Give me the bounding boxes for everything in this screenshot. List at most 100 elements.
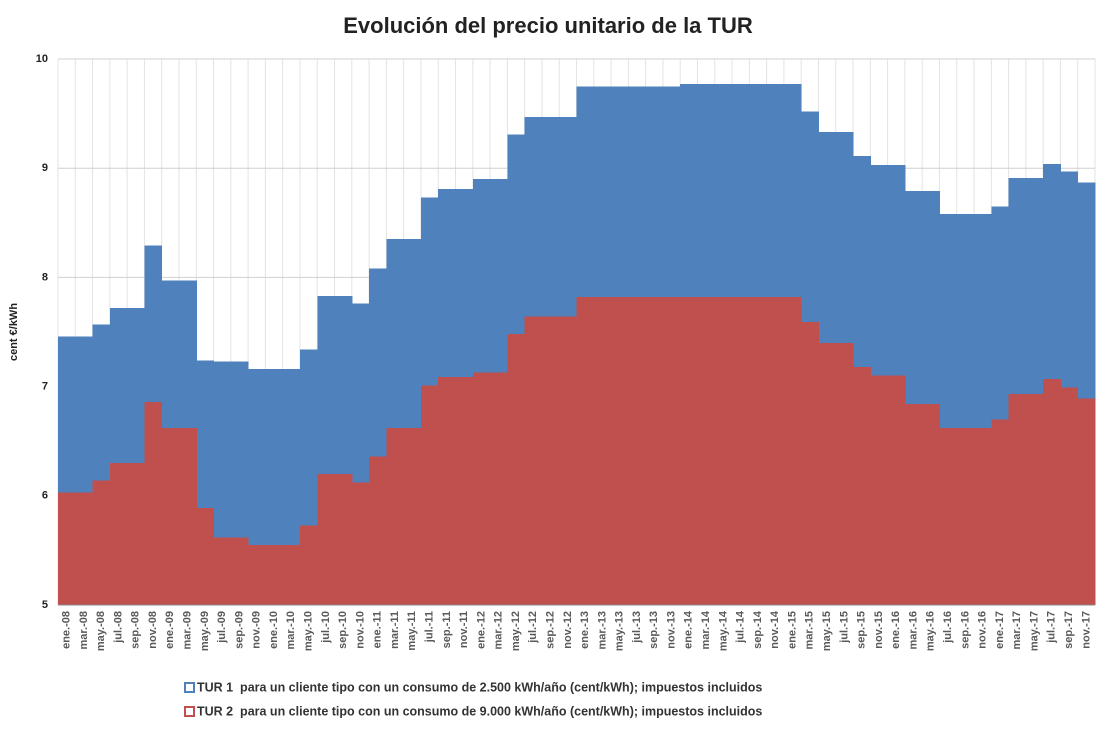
area-step	[628, 297, 647, 605]
area-step	[714, 297, 733, 605]
x-tick-label: may.-08	[95, 611, 107, 651]
area-step	[178, 428, 197, 605]
area-step	[559, 316, 577, 605]
area-step	[922, 404, 940, 605]
x-tick-label: jul.-09	[216, 611, 228, 644]
y-axis-label: cent €/kWh	[8, 303, 20, 361]
x-tick-label: ene.-11	[372, 611, 384, 648]
area-step	[75, 492, 94, 605]
x-tick-label: ene.-13	[579, 611, 591, 649]
area-step	[576, 297, 595, 605]
x-tick-label: mar.-15	[804, 611, 816, 650]
x-tick-label: nov.-09	[251, 611, 263, 649]
legend-label: TUR 2 para un cliente tipo con un consum…	[197, 704, 762, 718]
x-tick-label: mar.-08	[78, 611, 90, 650]
area-step	[230, 537, 249, 605]
area-step	[662, 297, 681, 605]
area-step	[974, 428, 992, 605]
x-tick-label: may.-12	[510, 611, 522, 651]
chart-title: Evolución del precio unitario de la TUR	[343, 13, 753, 38]
x-tick-label: sep.-13	[648, 611, 660, 649]
area-step	[593, 297, 612, 605]
x-tick-label: jul.-15	[838, 611, 850, 644]
area-step	[1077, 398, 1096, 605]
area-step	[870, 375, 889, 605]
y-tick-label: 9	[42, 162, 48, 174]
area-step	[351, 482, 370, 605]
x-tick-label: may.-09	[199, 611, 211, 651]
x-tick-label: sep.-09	[233, 611, 245, 649]
x-tick-label: ene.-14	[683, 610, 695, 649]
x-tick-label: nov.-15	[873, 611, 885, 649]
area-step	[369, 456, 387, 605]
x-tick-label: may.-17	[1028, 611, 1040, 651]
x-tick-label: sep.-15	[856, 611, 868, 649]
x-tick-label: jul.-14	[735, 610, 747, 644]
area-step	[991, 419, 1010, 605]
x-tick-label: jul.-17	[1046, 611, 1058, 644]
x-tick-label: may.-13	[614, 611, 626, 651]
area-step	[58, 492, 76, 605]
area-step	[645, 297, 664, 605]
x-tick-label: nov.-12	[562, 611, 574, 649]
y-tick-label: 7	[42, 381, 48, 393]
x-tick-label: mar.-11	[389, 611, 401, 649]
x-tick-label: mar.-12	[493, 611, 505, 650]
area-step	[1025, 394, 1044, 605]
x-tick-label: may.-11	[406, 611, 418, 651]
area-step	[749, 297, 768, 605]
area-step	[611, 297, 629, 605]
x-tick-label: mar.-14	[700, 610, 712, 649]
area-step	[490, 372, 508, 605]
legend-label: TUR 1 para un cliente tipo con un consum…	[197, 680, 762, 694]
y-tick-label: 8	[42, 271, 48, 283]
area-step	[801, 322, 819, 605]
area-step	[438, 376, 457, 605]
x-tick-label: nov.-11	[458, 611, 470, 648]
x-tick-label: mar.-09	[182, 611, 194, 650]
area-step	[317, 473, 336, 605]
legend-swatch	[184, 682, 195, 693]
x-tick-label: ene.-17	[994, 611, 1006, 649]
area-step	[161, 428, 180, 605]
area-step	[1008, 394, 1027, 605]
x-tick-label: ene.-09	[164, 611, 176, 649]
x-tick-label: nov.-17	[1080, 611, 1092, 649]
x-tick-label: nov.-14	[769, 610, 781, 649]
y-tick-label: 10	[36, 53, 48, 65]
x-tick-label: nov.-08	[147, 611, 159, 649]
area-step	[853, 366, 871, 605]
area-step	[386, 428, 405, 605]
x-tick-label: sep.-11	[441, 611, 453, 648]
y-tick-label: 6	[42, 490, 48, 502]
area-step	[1043, 378, 1061, 605]
area-step	[334, 473, 353, 605]
x-tick-label: may.-15	[821, 611, 833, 651]
area-step	[248, 544, 266, 605]
x-tick-label: may.-10	[303, 611, 315, 651]
x-tick-label: may.-16	[925, 611, 937, 651]
x-tick-label: sep.-12	[544, 611, 556, 649]
area-step	[196, 507, 215, 605]
area-step	[939, 428, 958, 605]
area-step	[144, 401, 163, 605]
x-tick-label: nov.-13	[665, 611, 677, 649]
x-tick-label: mar.-17	[1011, 611, 1023, 650]
area-step	[507, 334, 526, 605]
area-step	[92, 480, 111, 605]
area-step	[299, 525, 318, 605]
area-step	[887, 375, 906, 605]
x-tick-label: sep.-08	[130, 611, 142, 649]
area-step	[213, 537, 232, 605]
x-tick-label: ene.-15	[786, 611, 798, 649]
area-step	[524, 316, 543, 605]
x-tick-label: mar.-10	[285, 611, 297, 650]
x-tick-label: jul.-11	[423, 611, 435, 643]
area-step	[732, 297, 750, 605]
area-step	[472, 372, 491, 605]
area-step	[904, 404, 923, 605]
area-step	[835, 342, 854, 605]
x-tick-label: sep.-10	[337, 611, 349, 649]
x-tick-label: sep.-14	[752, 610, 764, 649]
